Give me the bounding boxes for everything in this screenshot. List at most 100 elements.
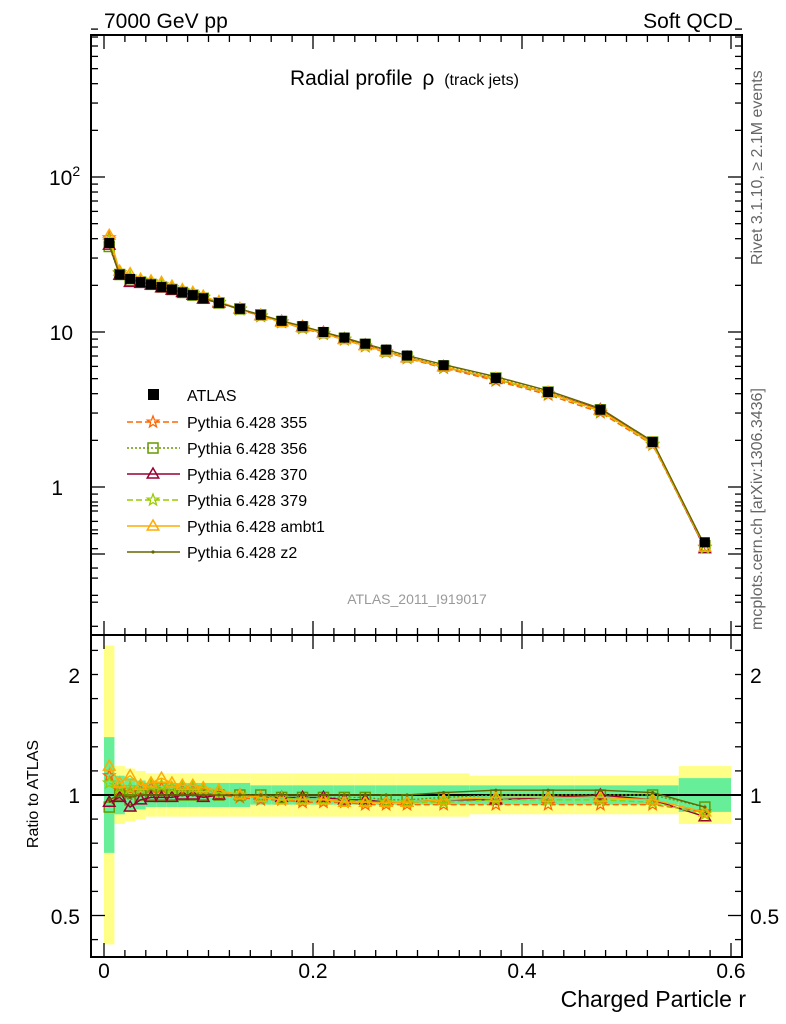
ytick-ratio-right-0: 0.5 <box>750 906 779 929</box>
ratio-point-s5-12 <box>259 793 263 797</box>
legend-marker-5 <box>151 550 155 554</box>
ratio-line-series-4 <box>108 765 706 813</box>
ratio-point-s2-0 <box>102 794 117 807</box>
ratio-point-s2-8 <box>185 787 200 800</box>
atlas-point-4 <box>146 279 157 290</box>
ratio-point-s4-14 <box>295 792 310 805</box>
ytick-ratio-left-1: 1 <box>68 785 80 808</box>
ratio-point-s3-5 <box>154 777 169 792</box>
ratio-point-s4-2 <box>123 768 138 781</box>
atlas-point-3 <box>135 277 146 288</box>
legend-label-2: Pythia 6.428 370 <box>187 467 307 484</box>
atlas-point-17 <box>360 338 371 349</box>
ratio-point-s4-25 <box>697 804 712 817</box>
atlas-point-1 <box>114 269 125 280</box>
ratio-panel-frame <box>90 634 743 958</box>
atlas-point-16 <box>339 332 350 343</box>
atlas-point-21 <box>490 372 501 383</box>
ratio-point-s2-7 <box>175 787 190 800</box>
chart-title-main: Radial profile <box>290 67 413 90</box>
ratio-point-s4-23 <box>593 789 608 803</box>
ratio-point-s2-6 <box>164 789 179 803</box>
ratio-point-s0-22 <box>540 796 556 812</box>
ratio-point-s2-21 <box>488 792 503 805</box>
legend-marker-1 <box>147 442 159 454</box>
ratio-point-s5-11 <box>238 793 242 797</box>
chart-title-sub: (track jets) <box>444 72 519 89</box>
ratio-point-s4-12 <box>253 789 268 803</box>
ratio-point-s5-16 <box>342 793 346 797</box>
ytick-main-100: 102 <box>49 163 80 190</box>
ratio-y-axis-label: Ratio to ATLAS <box>25 740 42 848</box>
ytick-ratio-left-0: 0.5 <box>51 906 80 929</box>
header-left: 7000 GeV pp <box>104 10 228 33</box>
ratio-point-s2-2 <box>123 799 138 812</box>
main-series-group <box>101 227 713 555</box>
ratio-point-s5-7 <box>180 793 184 797</box>
ratio-point-s2-16 <box>337 792 352 805</box>
ratio-point-s5-24 <box>651 790 655 795</box>
ratio-point-s4-18 <box>379 794 394 807</box>
ratio-point-s2-4 <box>143 789 159 803</box>
tick-group <box>91 28 742 957</box>
ytick-main-1: 1 <box>51 477 63 500</box>
legend-label-5: Pythia 6.428 z2 <box>187 545 297 562</box>
legend-marker-4 <box>145 518 161 531</box>
atlas-point-20 <box>438 360 449 371</box>
ratio-point-s3-15 <box>315 791 332 807</box>
ratio-point-s5-8 <box>191 793 195 797</box>
ratio-point-s4-16 <box>337 794 352 807</box>
atlas-point-13 <box>276 315 287 326</box>
ratio-point-s3-14 <box>294 791 311 807</box>
atlas-point-18 <box>381 344 392 355</box>
y-tick-labels-main: 1 10 102 <box>49 163 80 500</box>
ratio-point-s4-9 <box>196 780 211 793</box>
ratio-point-s2-14 <box>295 789 310 803</box>
y-tick-labels-ratio: 0.5 1 2 0.5 1 2 <box>51 665 779 929</box>
legend-label-3: Pythia 6.428 379 <box>187 493 307 510</box>
legend-label-4: Pythia 6.428 ambt1 <box>187 519 325 536</box>
ratio-point-s5-15 <box>321 793 326 797</box>
atlas-point-11 <box>234 303 245 314</box>
legend: ATLAS Pythia 6.428 355 Pythia 6.428 356 Py… <box>127 388 325 562</box>
xtick-3: 0.6 <box>716 960 745 983</box>
main-line-series-0 <box>108 237 706 548</box>
ytick-ratio-right-2: 2 <box>750 665 762 688</box>
ratio-point-s4-0 <box>102 758 117 771</box>
x-axis-label: Charged Particle r <box>561 986 747 1012</box>
ratio-point-s2-13 <box>274 789 289 803</box>
ratio-point-s4-3 <box>133 777 148 791</box>
ratio-point-s4-17 <box>358 794 373 807</box>
legend-marker-0 <box>145 414 161 429</box>
ratio-line-series-5 <box>108 789 706 808</box>
ratio-point-s5-3 <box>138 793 143 797</box>
ratio-point-s5-9 <box>201 793 205 797</box>
ratio-point-s4-4 <box>143 775 159 788</box>
ratio-point-s5-1 <box>118 793 122 797</box>
ratio-point-s4-1 <box>112 775 127 788</box>
atlas-point-25 <box>699 537 710 548</box>
legend-label-atlas: ATLAS <box>187 388 237 405</box>
legend-marker-2 <box>145 466 161 479</box>
ratio-point-s5-6 <box>170 793 174 797</box>
ratio-point-s2-17 <box>358 792 373 805</box>
atlas-point-10 <box>213 297 224 308</box>
ratio-series-group <box>101 758 713 822</box>
atlas-point-24 <box>647 437 658 448</box>
xtick-2: 0.4 <box>507 960 537 983</box>
header-right: Soft QCD <box>643 10 733 33</box>
ratio-point-s4-15 <box>316 792 331 805</box>
ratio-point-s5-19 <box>405 793 409 797</box>
atlas-point-6 <box>166 284 177 295</box>
atlas-point-8 <box>187 290 198 301</box>
atlas-point-9 <box>198 293 209 304</box>
ytick-ratio-left-2: 2 <box>68 665 80 688</box>
ratio-point-s4-13 <box>274 792 289 805</box>
ratio-point-s4-8 <box>185 777 200 791</box>
ratio-point-s3-18 <box>378 794 394 809</box>
ytick-main-10: 10 <box>50 322 73 345</box>
ytick-main-100-base: 10 <box>49 167 72 190</box>
ytick-main-100-exp: 2 <box>72 163 80 179</box>
ratio-point-s5-22 <box>546 788 550 792</box>
ratio-point-s5-25 <box>703 805 707 809</box>
